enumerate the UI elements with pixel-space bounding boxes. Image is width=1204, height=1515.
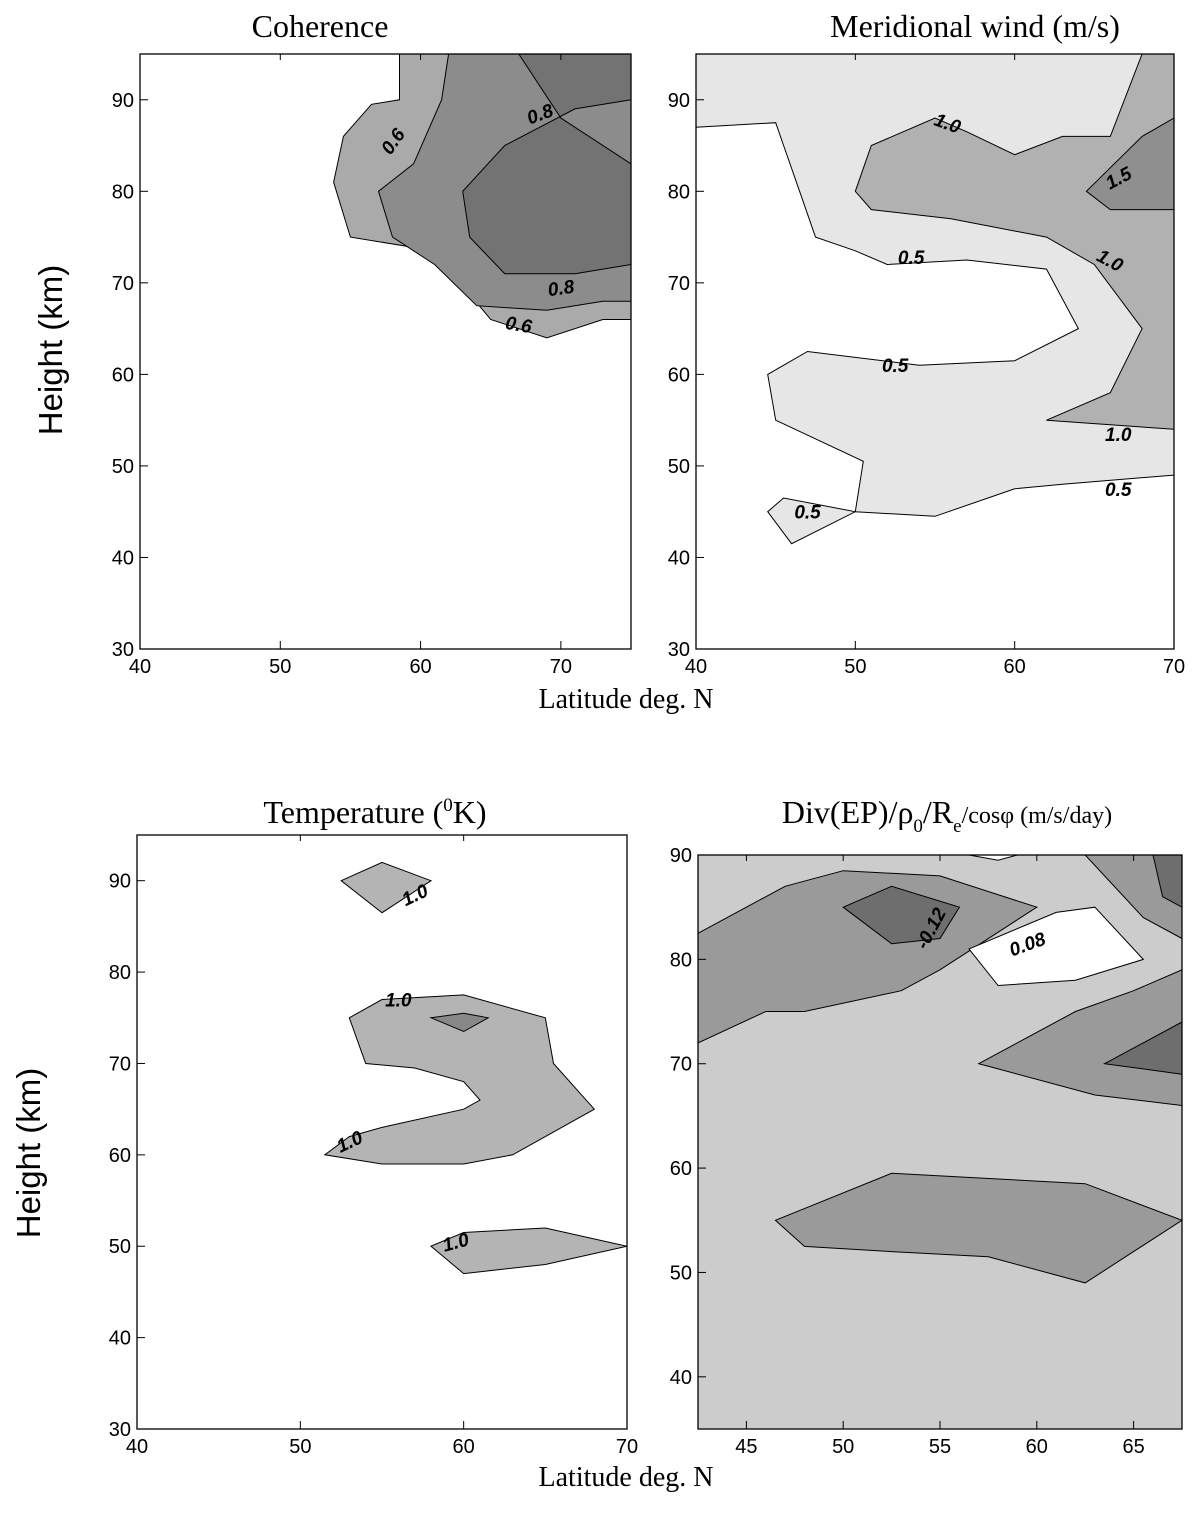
meridional-wind-ytick-label-6: 90 [668, 90, 690, 112]
meridional-wind-contour-region-1 [854, 54, 1174, 430]
temperature-ytick-label-3: 60 [109, 1145, 131, 1167]
coherence-contours [333, 54, 631, 339]
meridional-wind-frame [695, 53, 1175, 650]
div-ep-xtick-label-1: 50 [832, 1436, 854, 1458]
div-ep-contour-region-7 [1152, 855, 1182, 908]
coherence-contour-region-2 [462, 54, 631, 275]
div-ep-contour-region-3 [968, 906, 1145, 987]
temperature-ytick-label-4: 70 [109, 1053, 131, 1075]
meridional-wind-contour-label-2: 0.5 [898, 248, 925, 269]
div-ep-contour-region-4 [977, 969, 1182, 1107]
temperature-title-main: Temperature ( [263, 794, 443, 830]
coherence-ytick-label-5: 80 [112, 181, 134, 203]
coherence-xtick-label-1: 50 [269, 656, 291, 678]
meridional-wind-xtick-label-0: 40 [685, 656, 707, 678]
temperature-ytick-label-5: 80 [109, 962, 131, 984]
coherence-panel: 40 50 60 70304050607080900.60.80.80.6Cohere… [112, 8, 632, 678]
meridional-wind-contour-label-6: 0.5 [1105, 480, 1132, 501]
div-ep-xtick-label-3: 60 [1026, 1436, 1048, 1458]
temperature-ytick-label-0: 30 [109, 1419, 131, 1441]
div-ep-xtick-label-2: 55 [929, 1436, 951, 1458]
temperature-contour-region-3 [429, 1012, 490, 1033]
temperature-xtick-label-3: 70 [616, 1436, 638, 1458]
div-ep-contours [698, 855, 1182, 1429]
temperature-title-end: K) [453, 794, 487, 830]
temperature-ytick-label-2: 50 [109, 1236, 131, 1258]
coherence-xtick-label-2: 60 [409, 656, 431, 678]
coherence-ytick-label-0: 30 [112, 639, 134, 661]
meridional-wind-contour-label-7: 0.5 [794, 503, 821, 524]
temperature-contour-region-1 [323, 994, 596, 1165]
temperature-title-sup: 0 [443, 795, 453, 816]
coherence-ytick-label-6: 90 [112, 90, 134, 112]
div-ep-contour-region-2 [842, 885, 961, 945]
meridional-wind-xtick-label-3: 70 [1163, 656, 1185, 678]
coherence-ytick-label-4: 70 [112, 273, 134, 295]
div-ep-contour-region-5 [1103, 1021, 1182, 1075]
div-ep-title-sub2: e [953, 816, 961, 837]
meridional-wind-contour-label-4: 0.5 [882, 356, 909, 377]
meridional-wind-xtick-label-1: 50 [844, 656, 866, 678]
div-ep-xtick-label-4: 65 [1122, 1436, 1144, 1458]
meridional-wind-ytick-label-3: 60 [668, 364, 690, 386]
temperature-ytick-label-1: 40 [109, 1328, 131, 1350]
temperature-frame [136, 834, 628, 1430]
meridional-wind-ytick-label-4: 70 [668, 273, 690, 295]
x-axis-label-bottom: Latitude deg. N [539, 1462, 714, 1493]
meridional-wind-ytick-label-2: 50 [668, 456, 690, 478]
meridional-wind-contours [696, 54, 1174, 545]
div-ep-ytick-label-0: 40 [670, 1367, 692, 1389]
coherence-xtick-label-3: 70 [550, 656, 572, 678]
coherence-xtick-label-0: 40 [129, 656, 151, 678]
y-axis-label-bottom: Height (km) [10, 1068, 47, 1239]
temperature-contours [323, 861, 627, 1275]
temperature-contour-region-0 [340, 861, 433, 914]
meridional-wind-ytick-label-1: 40 [668, 547, 690, 569]
meridional-wind-ytick-label-5: 80 [668, 181, 690, 203]
div-ep-title: Div(EP)/ρ0/Re/cosφ (m/s/day) [782, 794, 1112, 837]
div-ep-title-end: /cosφ (m/s/day) [962, 803, 1113, 829]
coherence-ytick-label-3: 60 [112, 364, 134, 386]
div-ep-ytick-label-4: 80 [670, 949, 692, 971]
div-ep-title-sub1: 0 [913, 816, 923, 837]
coherence-title: Coherence [252, 8, 389, 44]
temperature-contour-region-2 [430, 1227, 627, 1275]
temperature-xtick-label-2: 60 [453, 1436, 475, 1458]
temperature-title: Temperature (0K) [263, 794, 486, 830]
div-ep-contour-region-8 [774, 1172, 1182, 1284]
y-axis-label-top: Height (km) [32, 265, 69, 436]
div-ep-contour-region-9 [968, 855, 1018, 861]
temperature-contour-label-1: 1.0 [385, 990, 412, 1011]
x-axis-label-top: Latitude deg. N [539, 684, 714, 715]
div-ep-ytick-label-3: 70 [670, 1054, 692, 1076]
meridional-wind-xtick-label-2: 60 [1004, 656, 1026, 678]
div-ep-xtick-label-0: 45 [735, 1436, 757, 1458]
coherence-contour-label-2: 0.8 [547, 277, 577, 302]
temperature-ytick-label-6: 90 [109, 871, 131, 893]
temperature-xtick-label-1: 50 [289, 1436, 311, 1458]
div-ep-title-main: Div(EP)/ρ [782, 794, 914, 830]
meridional-wind-title: Meridional wind (m/s) [830, 8, 1120, 44]
coherence-frame [139, 53, 632, 650]
meridional-wind-contour-label-5: 1.0 [1105, 425, 1132, 446]
div-ep-ytick-label-5: 90 [670, 845, 692, 867]
meridional-wind-contour-region-2 [1085, 117, 1174, 211]
meridional-wind-ytick-label-0: 30 [668, 639, 690, 661]
div-ep-ytick-label-2: 60 [670, 1158, 692, 1180]
coherence-contour-label-3: 0.6 [504, 313, 534, 338]
div-ep-ytick-label-1: 50 [670, 1262, 692, 1284]
coherence-ytick-label-1: 40 [112, 547, 134, 569]
div-ep-title-mid: /R [923, 794, 954, 830]
temperature-xtick-label-0: 40 [126, 1436, 148, 1458]
coherence-ytick-label-2: 50 [112, 456, 134, 478]
